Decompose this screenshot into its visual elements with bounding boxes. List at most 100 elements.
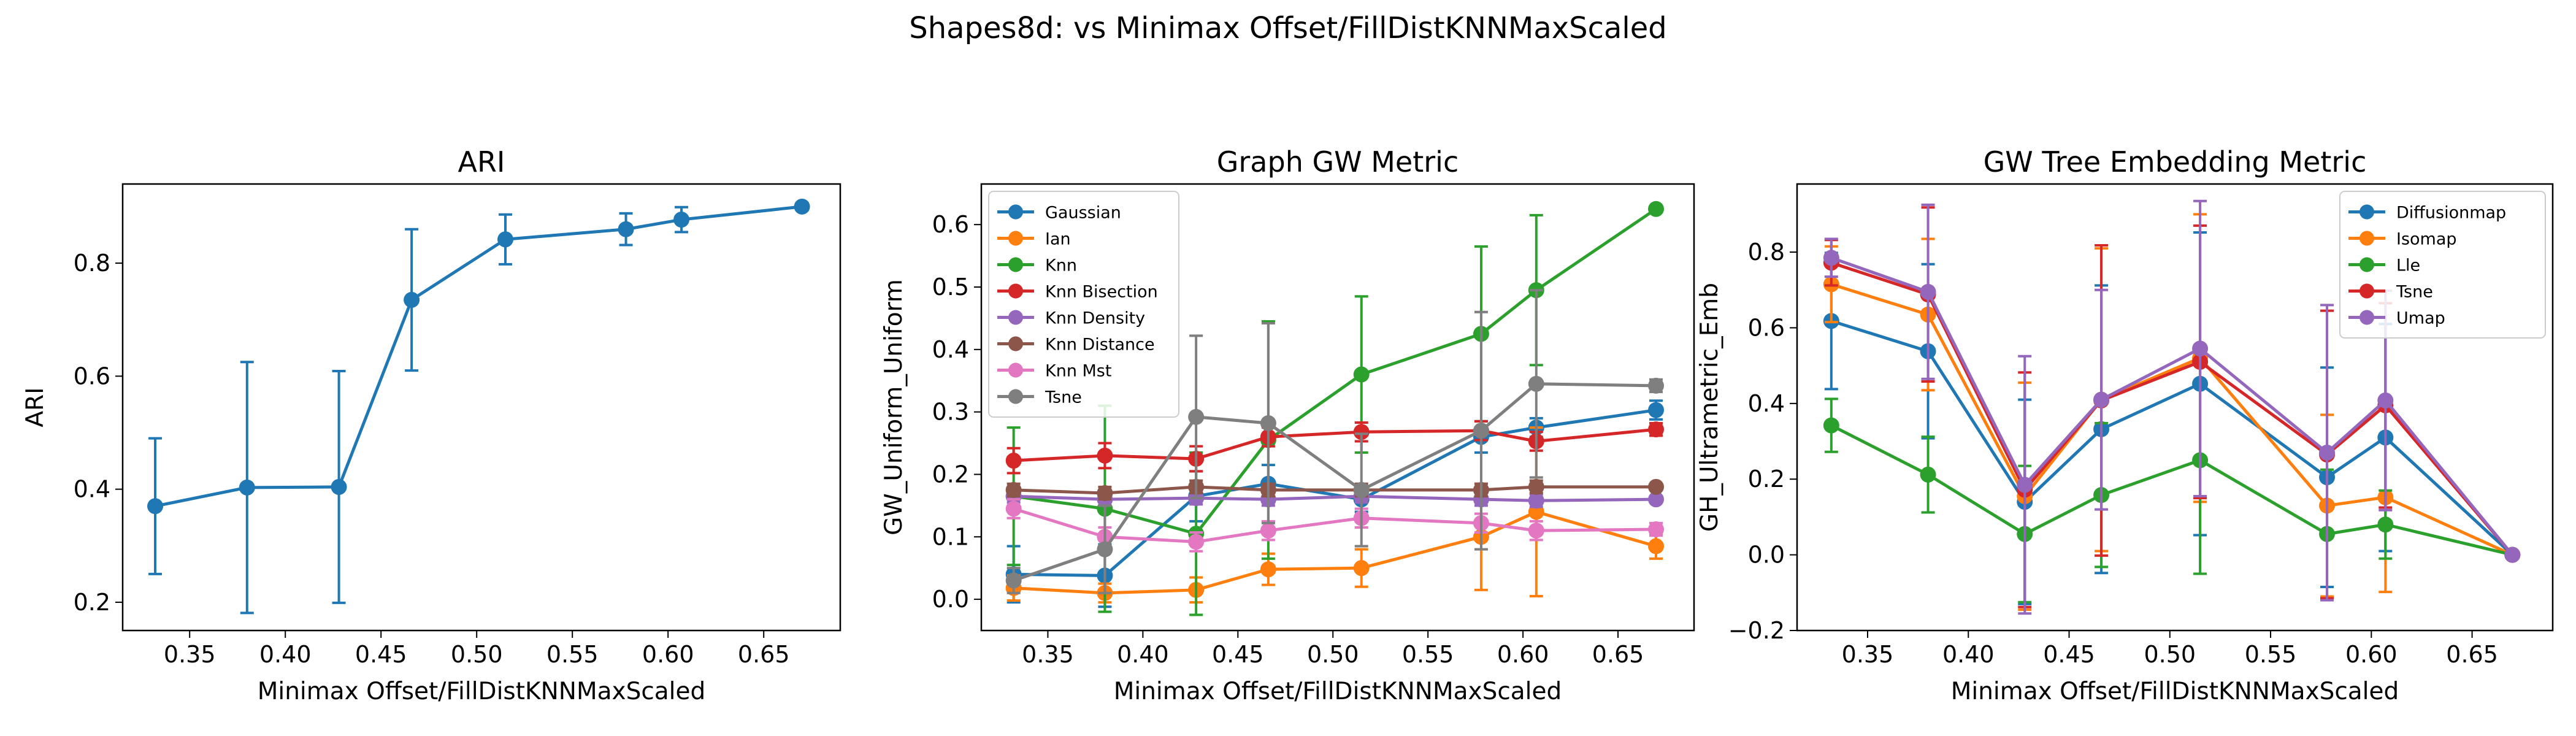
data-point — [2192, 340, 2209, 357]
series-line — [1013, 408, 1657, 577]
legend-marker — [2359, 257, 2374, 272]
plot-title: Graph GW Metric — [1217, 145, 1459, 178]
x-tick-label: 0.55 — [2245, 641, 2297, 668]
y-axis-label: GH_Ultrametric_Emb — [1696, 283, 1723, 532]
x-tick-label: 0.65 — [2446, 641, 2498, 668]
figure-title: Shapes8d: vs Minimax Offset/FillDistKNNM… — [909, 11, 1667, 45]
x-tick-label: 0.45 — [2043, 641, 2095, 668]
x-tick-label: 0.40 — [259, 641, 312, 668]
data-point — [1823, 250, 1839, 266]
x-tick-label: 0.40 — [1117, 641, 1169, 668]
legend-item: Knn Distance — [997, 335, 1155, 355]
x-axis-label: Minimax Offset/FillDistKNNMaxScaled — [1951, 678, 2399, 705]
data-point — [1188, 534, 1205, 550]
data-point — [497, 231, 513, 248]
x-tick-label: 0.45 — [1212, 641, 1264, 668]
data-point — [1353, 481, 1370, 498]
x-tick-label: 0.65 — [738, 641, 790, 668]
data-point — [1648, 521, 1665, 538]
chart-panel-1: ARI 0.35 0.40 0.45 0.50 0.55 0.60 0.65 0.2 0.4 0.6… — [21, 145, 841, 705]
data-point — [1353, 424, 1370, 440]
legend-label: Tsne — [2396, 283, 2433, 302]
data-point — [673, 212, 690, 228]
x-tick-label: 0.35 — [164, 641, 216, 668]
legend-label: Umap — [2396, 309, 2445, 328]
x-tick-label: 0.35 — [1022, 641, 1074, 668]
legend-marker — [2359, 231, 2374, 246]
series-1 — [147, 198, 810, 615]
series-line — [1831, 319, 2513, 556]
data-point — [1353, 366, 1370, 383]
legend-item: Knn — [997, 256, 1077, 275]
y-tick-label: 0.2 — [74, 589, 110, 616]
x-tick-label: 0.40 — [1942, 641, 1995, 668]
data-point — [1005, 500, 1022, 517]
legend-marker — [2359, 310, 2374, 325]
x-tick-label: 0.50 — [2144, 641, 2196, 668]
data-point — [794, 198, 810, 215]
legend-box — [988, 191, 1179, 418]
data-point — [1005, 453, 1022, 469]
axes-frame — [1796, 183, 2554, 632]
legend-item: Knn Mst — [997, 362, 1111, 381]
x-tick-label: 0.60 — [642, 641, 694, 668]
data-point — [1473, 423, 1489, 439]
plot-title: GW Tree Embedding Metric — [1984, 145, 2367, 178]
chart-panel-3: GW Tree Embedding Metric 0.35 0.40 0.45 0.50… — [1696, 145, 2554, 705]
legend-item: Ian — [997, 230, 1071, 249]
y-tick-label: 0.6 — [74, 362, 110, 389]
x-tick-label: 0.65 — [1592, 641, 1644, 668]
data-point — [2377, 516, 2394, 533]
y-tick-label: 0.8 — [1748, 239, 1785, 266]
data-point — [1648, 402, 1665, 418]
data-point — [331, 478, 347, 495]
x-tick-label: 0.60 — [2345, 641, 2398, 668]
data-point — [404, 291, 420, 308]
legend-item: Tsne — [997, 388, 1082, 407]
y-tick-label: 0.2 — [932, 461, 969, 488]
series-line — [1013, 507, 1657, 543]
legend-item: Umap — [2348, 309, 2445, 328]
data-point — [1528, 493, 1544, 509]
legend-item: Knn Bisection — [997, 283, 1158, 302]
series-tsne — [1005, 289, 1665, 594]
x-tick-label: 0.45 — [355, 641, 407, 668]
y-tick-label: 0.4 — [1748, 390, 1785, 417]
legend-item: Tsne — [2348, 283, 2433, 302]
x-tick-label: 0.60 — [1497, 641, 1549, 668]
legend-label: Ian — [1045, 230, 1071, 249]
data-point — [1528, 478, 1544, 495]
data-point — [1823, 417, 1839, 434]
data-point — [2093, 391, 2110, 408]
legend-marker — [1008, 204, 1023, 220]
plot-title: ARI — [458, 145, 505, 178]
legend: Gaussian Ian Knn Knn Bisection Knn Density Kn… — [988, 191, 1179, 418]
series-line — [1831, 283, 2513, 556]
y-tick-label: 0.0 — [1748, 542, 1785, 569]
series-line — [155, 205, 802, 508]
data-point — [1353, 560, 1370, 577]
x-tick-label: 0.50 — [451, 641, 503, 668]
data-point — [1005, 572, 1022, 589]
y-tick-label: 0.3 — [932, 399, 969, 426]
y-axis-label: ARI — [21, 387, 49, 427]
y-tick-label: 0.8 — [74, 250, 110, 277]
y-axis-label: GW_Uniform_Uniform — [880, 279, 908, 535]
legend-label: Lle — [2396, 256, 2420, 275]
data-point — [1648, 201, 1665, 217]
data-point — [2377, 392, 2394, 408]
x-tick-label: 0.55 — [1402, 641, 1454, 668]
chart-panel-2: Graph GW Metric 0.35 0.40 0.45 0.50 0.55 0.60 0… — [880, 145, 1695, 705]
y-tick-label: 0.4 — [74, 476, 110, 503]
legend-label: Tsne — [1045, 388, 1082, 407]
data-point — [1005, 481, 1022, 498]
legend-marker — [1008, 362, 1023, 378]
data-point — [1648, 478, 1665, 495]
data-point — [2504, 546, 2521, 563]
series-line — [1013, 494, 1657, 502]
x-axis-label: Minimax Offset/FillDistKNNMaxScaled — [1114, 678, 1562, 705]
axes-frame — [121, 183, 841, 632]
legend-label: Knn — [1045, 256, 1077, 275]
data-point — [1648, 377, 1665, 394]
